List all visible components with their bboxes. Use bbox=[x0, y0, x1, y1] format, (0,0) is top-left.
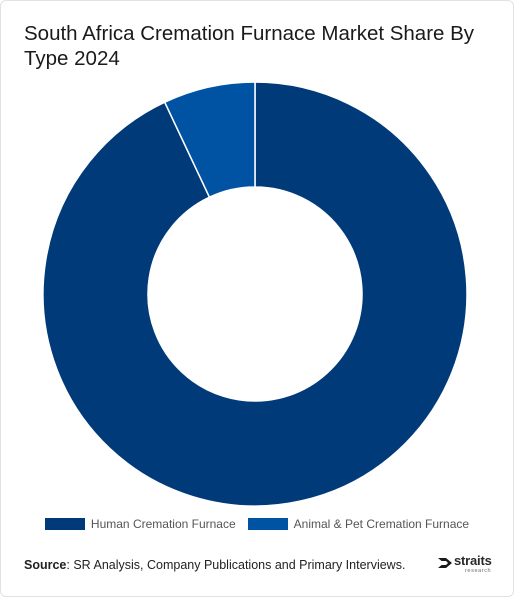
source-text: : SR Analysis, Company Publications and … bbox=[66, 558, 406, 572]
donut-slice-animal-pet-cremation-furnace bbox=[163, 81, 256, 199]
source-note: Source: SR Analysis, Company Publication… bbox=[24, 558, 405, 572]
legend-swatch bbox=[44, 518, 85, 530]
brand-mark-icon bbox=[438, 558, 452, 568]
legend-label: Human Cremation Furnace bbox=[90, 517, 236, 531]
brand-logo: straits research bbox=[437, 552, 497, 578]
donut-chart bbox=[42, 81, 468, 507]
legend-label: Animal & Pet Cremation Furnace bbox=[293, 517, 470, 531]
legend-item: Human Cremation Furnace bbox=[44, 517, 236, 531]
brand-name: straits bbox=[454, 553, 492, 568]
source-label: Source bbox=[24, 558, 67, 572]
donut-slice-human-cremation-furnace bbox=[42, 81, 468, 507]
chart-legend: Human Cremation Furnace Animal & Pet Crem… bbox=[1, 517, 513, 531]
legend-item: Animal & Pet Cremation Furnace bbox=[247, 517, 470, 531]
legend-swatch bbox=[247, 518, 288, 530]
brand-sub: research bbox=[465, 568, 492, 574]
chart-title: South Africa Cremation Furnace Market Sh… bbox=[24, 22, 475, 70]
